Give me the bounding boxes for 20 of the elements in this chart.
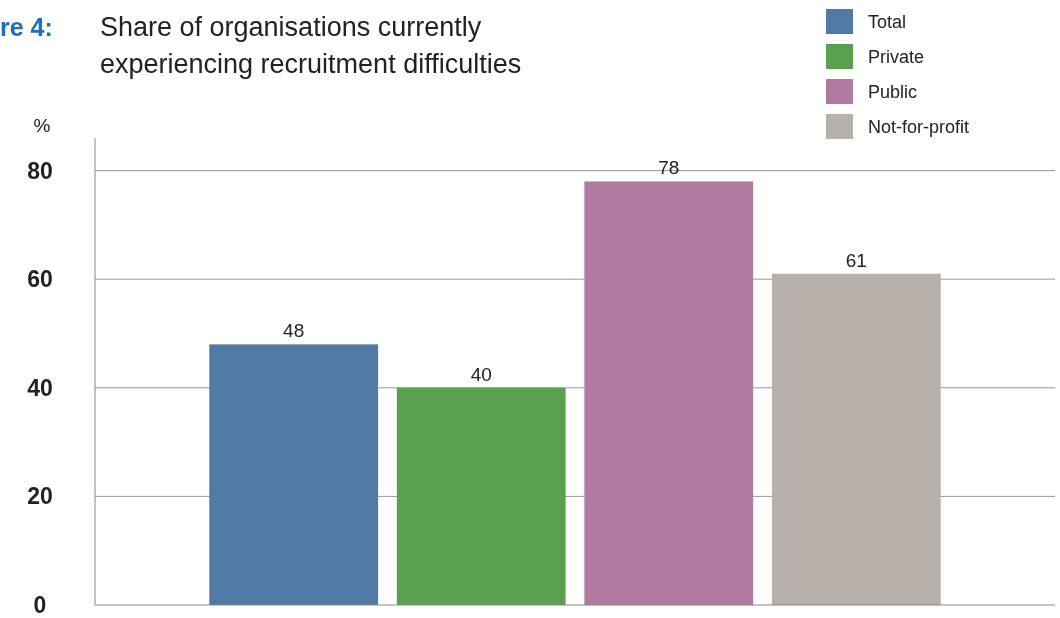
legend-label: Total — [868, 12, 907, 33]
y-tick-label: 40 — [27, 374, 53, 401]
y-tick-label: 60 — [27, 266, 53, 293]
y-tick-label: 20 — [27, 483, 53, 510]
data-label: 40 — [470, 363, 492, 385]
chart-title: Share of organisations currently experiencing recruitment difficulties — [100, 12, 522, 79]
text: re 4: — [0, 13, 53, 41]
bar — [209, 344, 379, 605]
y-axis-title: % — [33, 115, 51, 136]
legend-label: Not-for-profit — [868, 117, 970, 138]
y-tick-label: 0 — [33, 592, 47, 618]
data-label: 48 — [283, 320, 305, 342]
y-tick-label: 80 — [27, 157, 53, 184]
bar — [396, 387, 566, 605]
legend-label: Public — [868, 82, 918, 103]
data-label: 78 — [658, 157, 680, 179]
data-label: 61 — [845, 249, 867, 271]
bar — [584, 181, 754, 605]
legend-label: Private — [868, 47, 925, 68]
bar — [771, 273, 941, 605]
